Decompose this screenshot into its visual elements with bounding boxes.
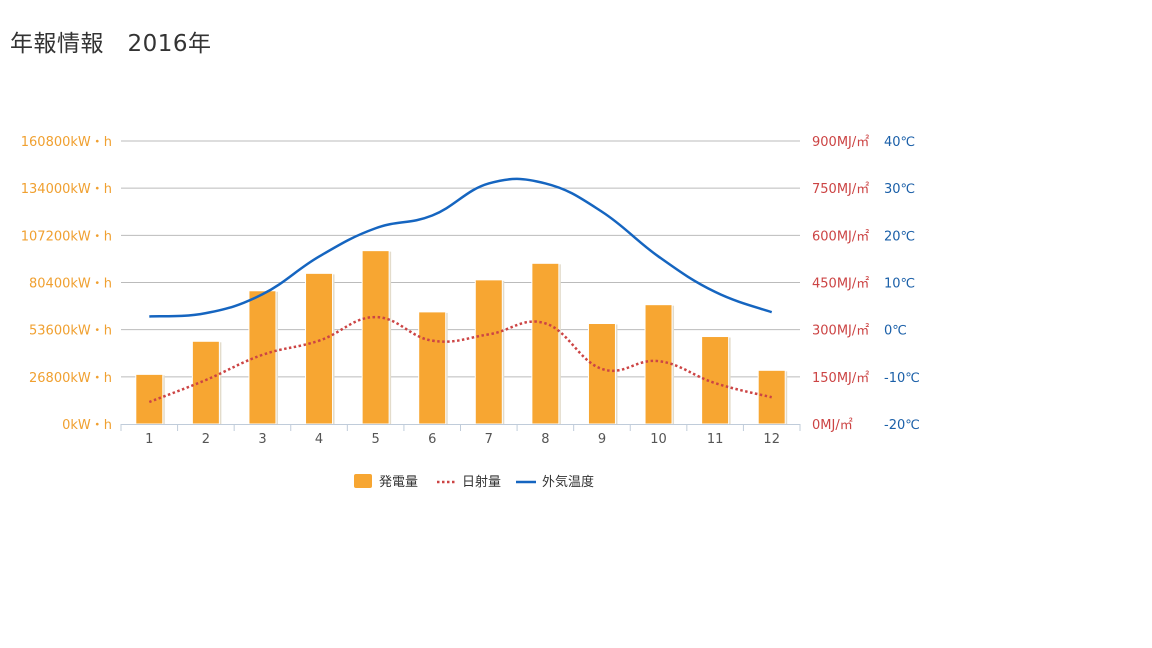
x-tick-label: 3 bbox=[258, 432, 266, 447]
temperature-tick-label: -10℃ bbox=[884, 371, 920, 386]
x-tick-label: 6 bbox=[428, 432, 436, 447]
radiation-tick-label: 300MJ/㎡ bbox=[812, 324, 869, 339]
x-tick-label: 5 bbox=[371, 432, 379, 447]
radiation-tick-label: 0MJ/㎡ bbox=[812, 418, 853, 433]
power-bar bbox=[135, 373, 164, 425]
radiation-line bbox=[148, 315, 773, 404]
power-bar bbox=[361, 250, 390, 425]
power-bar bbox=[531, 262, 560, 425]
left-tick-label: 134000kW・h bbox=[21, 182, 112, 197]
radiation-tick-label: 450MJ/㎡ bbox=[812, 277, 869, 292]
power-bar bbox=[418, 311, 447, 425]
page-title: 年報情報 2016年 bbox=[10, 24, 212, 58]
legend-radiation-label: 日射量 bbox=[462, 474, 501, 490]
x-tick-label: 8 bbox=[541, 432, 549, 447]
temperature-axis-ticks: -20℃ -10℃ 0℃ 10℃ 20℃ 30℃ 40℃ bbox=[884, 135, 920, 433]
x-tick-label: 4 bbox=[315, 432, 323, 447]
legend-bar-swatch bbox=[354, 474, 372, 488]
power-bar bbox=[248, 290, 277, 425]
legend-power-label: 発電量 bbox=[379, 475, 418, 490]
x-axis: 1 2 3 4 5 6 7 8 9 10 11 12 bbox=[120, 424, 801, 447]
title-year: 2016年 bbox=[127, 31, 212, 57]
title-label: 年報情報 bbox=[10, 31, 104, 57]
power-bar bbox=[474, 279, 503, 425]
legend: 発電量 日射量 外気温度 bbox=[354, 474, 594, 490]
temperature-tick-label: 40℃ bbox=[884, 135, 915, 150]
temperature-tick-label: -20℃ bbox=[884, 418, 920, 433]
power-bar bbox=[701, 336, 730, 425]
left-tick-label: 107200kW・h bbox=[21, 229, 112, 244]
radiation-tick-label: 750MJ/㎡ bbox=[812, 182, 869, 197]
power-bar bbox=[587, 323, 616, 425]
left-tick-label: 0kW・h bbox=[62, 418, 112, 433]
x-tick-label: 12 bbox=[763, 432, 780, 447]
power-bar bbox=[305, 272, 334, 425]
power-bar bbox=[644, 304, 673, 425]
temperature-tick-label: 20℃ bbox=[884, 229, 915, 244]
x-tick-label: 10 bbox=[650, 432, 667, 447]
x-tick-label: 1 bbox=[145, 432, 153, 447]
temperature-tick-label: 10℃ bbox=[884, 277, 915, 292]
left-tick-label: 53600kW・h bbox=[29, 324, 112, 339]
left-axis-ticks: 0kW・h 26800kW・h 53600kW・h 80400kW・h 107200kW… bbox=[21, 135, 112, 433]
temperature-tick-label: 30℃ bbox=[884, 182, 915, 197]
temperature-tick-label: 0℃ bbox=[884, 324, 907, 339]
radiation-tick-label: 900MJ/㎡ bbox=[812, 135, 869, 150]
left-tick-label: 160800kW・h bbox=[21, 135, 112, 150]
radiation-tick-label: 150MJ/㎡ bbox=[812, 371, 869, 386]
radiation-axis-ticks: 0MJ/㎡ 150MJ/㎡ 300MJ/㎡ 450MJ/㎡ 600MJ/㎡ 750MJ/㎡… bbox=[812, 135, 869, 433]
left-tick-label: 26800kW・h bbox=[29, 371, 112, 386]
radiation-tick-label: 600MJ/㎡ bbox=[812, 229, 869, 244]
x-tick-label: 9 bbox=[598, 432, 606, 447]
temperature-line bbox=[149, 177, 773, 318]
grid-lines bbox=[121, 140, 800, 378]
legend-temperature-label: 外気温度 bbox=[542, 474, 594, 490]
x-tick-label: 2 bbox=[202, 432, 210, 447]
x-tick-label: 11 bbox=[707, 432, 724, 447]
series-lines bbox=[148, 177, 773, 404]
left-tick-label: 80400kW・h bbox=[29, 277, 112, 292]
x-tick-label: 7 bbox=[485, 432, 493, 447]
